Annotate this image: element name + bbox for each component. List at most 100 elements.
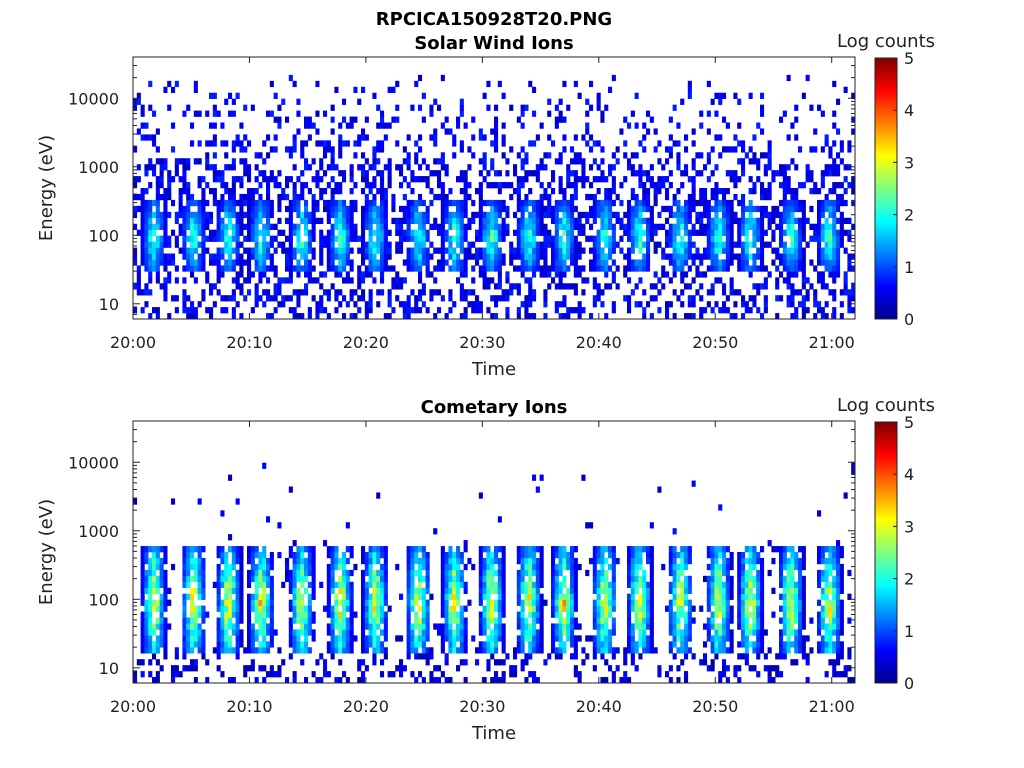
spectrogram-cell: [562, 271, 567, 278]
spectrogram-cell: [592, 569, 597, 577]
spectrogram-cell: [813, 289, 818, 296]
spectrogram-cell: [368, 295, 373, 302]
spectrogram-cell: [520, 587, 525, 594]
spectrogram-cell: [471, 289, 476, 296]
spectrogram-cell: [490, 223, 495, 230]
spectrogram-cell: [357, 140, 362, 147]
spectrogram-cell: [258, 259, 263, 266]
spectrogram-cell: [482, 593, 487, 600]
spectrogram-cell: [554, 629, 559, 636]
spectrogram-cell: [634, 229, 639, 236]
spectrogram-cell: [790, 301, 795, 308]
y-tick-label: 10: [99, 295, 119, 314]
spectrogram-cell: [361, 587, 366, 594]
spectrogram-cell: [494, 671, 499, 678]
spectrogram-cell: [634, 552, 639, 559]
spectrogram-cell: [558, 271, 563, 278]
y-tick-label: 10000: [68, 89, 119, 108]
spectrogram-cell: [140, 259, 145, 266]
spectrogram-cell: [429, 110, 434, 117]
spectrogram-cell: [368, 557, 373, 565]
spectrogram-cell: [486, 211, 491, 219]
spectrogram-cell: [266, 593, 271, 600]
spectrogram-cell: [152, 546, 157, 553]
spectrogram-cell: [516, 647, 521, 654]
spectrogram-cell: [539, 581, 544, 589]
spectrogram-cell: [733, 134, 738, 141]
spectrogram-cell: [258, 623, 263, 630]
spectrogram-cell: [345, 253, 350, 260]
spectrogram-cell: [794, 259, 799, 266]
spectrogram-cell: [463, 647, 468, 654]
spectrogram-cell: [243, 146, 248, 153]
spectrogram-cell: [395, 80, 400, 88]
spectrogram-cell: [429, 223, 434, 230]
spectrogram-cell: [197, 629, 202, 636]
spectrogram-cell: [611, 74, 616, 82]
spectrogram-cell: [254, 587, 259, 594]
spectrogram-cell: [330, 104, 335, 111]
spectrogram-cell: [528, 569, 533, 577]
spectrogram-cell: [406, 581, 411, 589]
spectrogram-cell: [414, 301, 419, 308]
spectrogram-cell: [444, 229, 449, 236]
spectrogram-cell: [577, 623, 582, 630]
spectrogram-cell: [695, 265, 700, 272]
spectrogram-cell: [725, 188, 730, 195]
spectrogram-cell: [524, 265, 529, 272]
spectrogram-cell: [486, 635, 491, 642]
spectrogram-cell: [448, 581, 453, 589]
spectrogram-cell: [535, 593, 540, 600]
spectrogram-cell: [201, 188, 206, 195]
spectrogram-cell: [182, 247, 187, 254]
spectrogram-cell: [600, 259, 605, 266]
spectrogram-cell: [718, 92, 723, 99]
spectrogram-cell: [296, 241, 301, 248]
spectrogram-cell: [657, 289, 662, 296]
spectrogram-cell: [395, 164, 400, 171]
spectrogram-cell: [311, 253, 316, 260]
spectrogram-cell: [604, 271, 609, 278]
spectrogram-cell: [532, 223, 537, 230]
spectrogram-cell: [148, 235, 153, 242]
spectrogram-cell: [839, 217, 844, 225]
spectrogram-cell: [558, 647, 563, 654]
spectrogram-cell: [722, 259, 727, 266]
spectrogram-cell: [532, 611, 537, 618]
spectrogram-cell: [171, 498, 176, 505]
spectrogram-cell: [554, 223, 559, 230]
spectrogram-cell: [326, 611, 331, 618]
spectrogram-cell: [459, 265, 464, 272]
spectrogram-cell: [554, 647, 559, 654]
spectrogram-cell: [703, 229, 708, 236]
spectrogram-cell: [193, 247, 198, 254]
spectrogram-cell: [319, 653, 324, 660]
spectrogram-cell: [699, 259, 704, 266]
spectrogram-cell: [630, 241, 635, 248]
spectrogram-cell: [516, 182, 521, 189]
spectrogram-cell: [691, 259, 696, 266]
spectrogram-cell: [554, 122, 559, 129]
spectrogram-cell: [243, 235, 248, 242]
spectrogram-cell: [516, 152, 521, 159]
spectrogram-cell: [193, 635, 198, 642]
spectrogram-cell: [668, 277, 673, 284]
spectrogram-cell: [140, 134, 145, 141]
spectrogram-cell: [836, 98, 841, 105]
spectrogram-cell: [836, 271, 841, 278]
spectrogram-cell: [577, 563, 582, 571]
spectrogram-cell: [748, 295, 753, 302]
spectrogram-cell: [497, 557, 502, 565]
spectrogram-cell: [554, 116, 559, 123]
spectrogram-cell: [133, 283, 138, 290]
spectrogram-cell: [334, 205, 339, 213]
spectrogram-cell: [733, 217, 738, 225]
spectrogram-cell: [148, 229, 153, 236]
spectrogram-cell: [353, 116, 358, 123]
spectrogram-cell: [501, 569, 506, 577]
spectrogram-cell: [330, 557, 335, 565]
spectrogram-cell: [372, 217, 377, 225]
spectrogram-cell: [440, 74, 445, 82]
spectrogram-cell: [254, 235, 259, 242]
spectrogram-cell: [627, 301, 632, 308]
